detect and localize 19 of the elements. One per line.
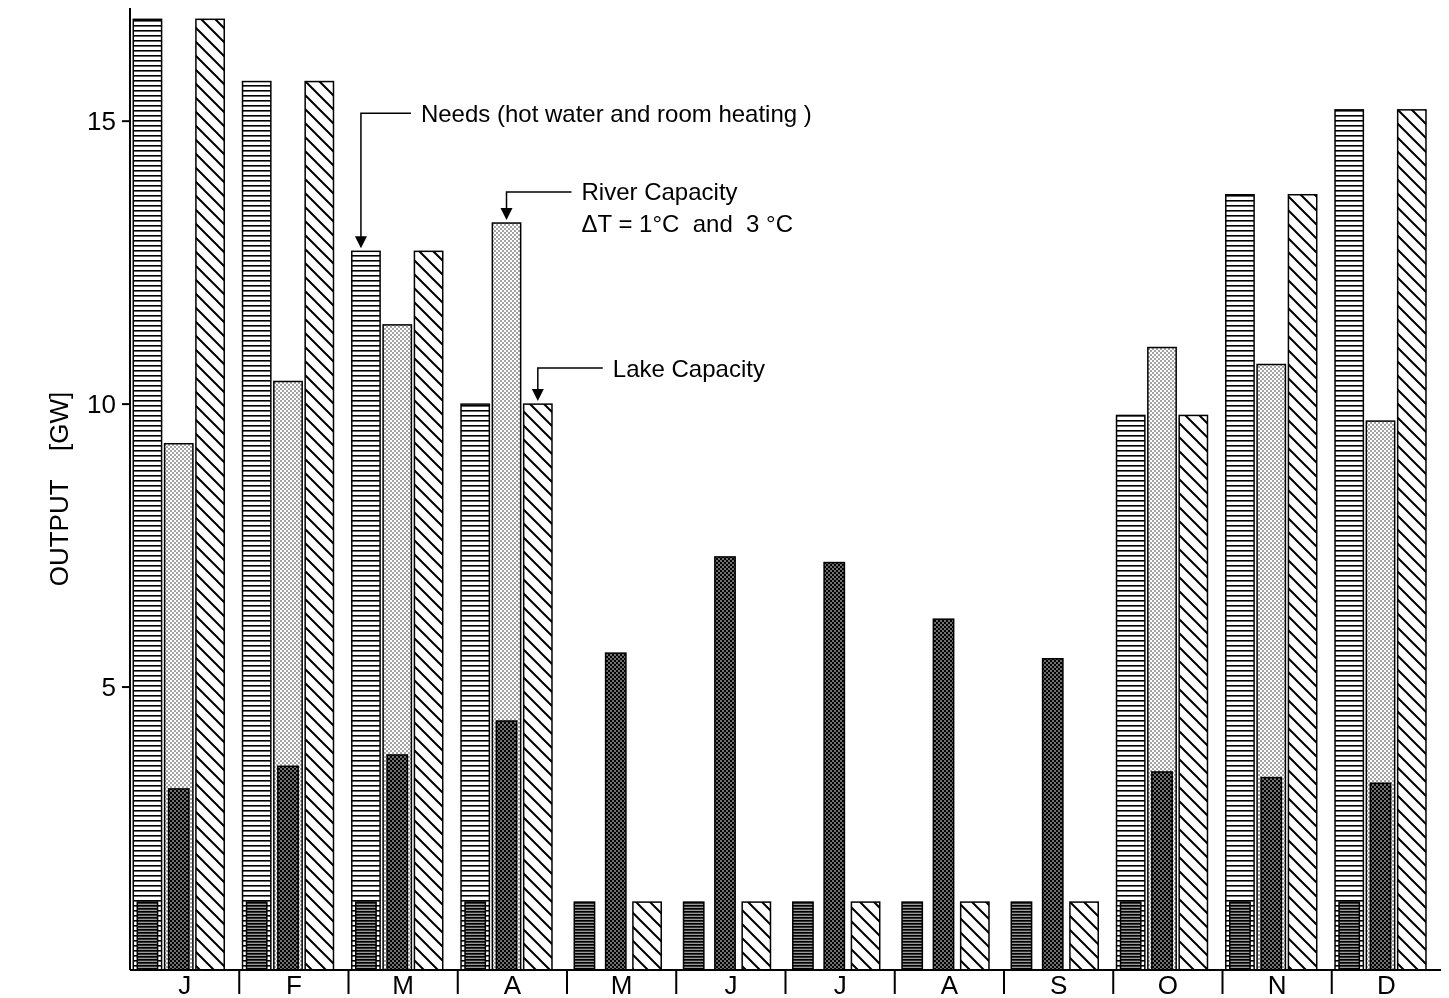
x-tick-label: J (833, 970, 847, 998)
text: Lake Capacity (612, 354, 765, 382)
x-tick-label: N (1267, 970, 1287, 998)
y-tick-label: 15 (87, 106, 116, 137)
x-tick-label: M (392, 970, 414, 998)
x-tick-label: O (1157, 970, 1178, 998)
y-tick-label: 5 (101, 672, 116, 703)
x-tick-label: D (1376, 970, 1396, 998)
y-tick-label: 10 (87, 389, 116, 420)
x-tick-label: J (724, 970, 738, 998)
x-tick-label: S (1049, 970, 1068, 998)
x-tick-label: A (940, 970, 959, 998)
annotation: Needs (hot water and room heating ) (420, 99, 812, 127)
y-axis-title: OUTPUT [GW] (44, 391, 74, 587)
x-tick-label: A (503, 970, 522, 998)
x-tick-label: F (285, 970, 302, 998)
text: River Capacity ΔT = 1°C and 3 °C (581, 178, 794, 237)
x-tick-label: M (610, 970, 633, 998)
x-tick-label: J (178, 970, 192, 998)
